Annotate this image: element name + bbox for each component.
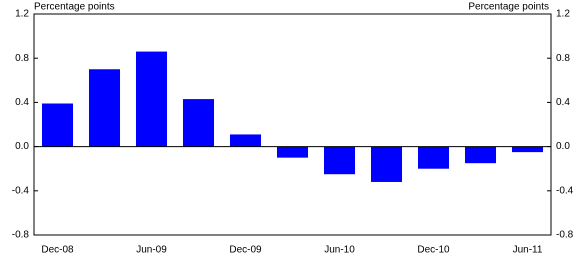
x-tick-label: Dec-08 [41,245,74,256]
y2-tick-label: -0.4 [556,185,574,196]
x-tick-label: Jun-09 [136,245,167,256]
x-tick-label: Dec-09 [229,245,262,256]
y2-tick-label: -0.8 [556,230,574,241]
bar [323,146,356,175]
y-tick-label: 0.0 [15,141,29,152]
y-tick-label: 0.4 [15,97,29,108]
bar [229,134,262,147]
bar [464,146,497,164]
bar [417,146,450,169]
bar [511,146,544,153]
plot-frame [33,13,552,236]
y2-tick-label: 0.8 [556,53,570,64]
y2-tick-label: 1.2 [556,9,570,20]
x-tick-label: Dec-10 [417,245,450,256]
bar [135,51,168,147]
bar [370,146,403,182]
y-tick-label: 1.2 [15,9,29,20]
bar [276,146,309,158]
y2-tick-label: 0.0 [556,141,570,152]
y2-tick-label: 0.4 [556,97,570,108]
bar [182,99,215,147]
y-tick-label: -0.4 [12,185,30,196]
y-axis-title: Percentage points [34,2,115,13]
y2-axis-title: Percentage points [468,2,549,13]
y-tick-label: -0.8 [12,230,30,241]
bar [88,69,121,147]
bar [41,103,74,147]
x-tick-label: Jun-11 [513,245,543,256]
y-tick-label: 0.8 [15,53,29,64]
x-tick-label: Jun-10 [324,245,355,256]
